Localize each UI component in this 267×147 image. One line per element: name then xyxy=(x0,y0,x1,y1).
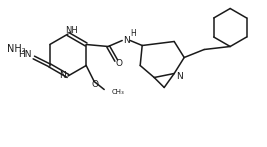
Text: HN: HN xyxy=(18,50,32,59)
Text: O: O xyxy=(116,59,123,68)
Text: NH: NH xyxy=(66,25,78,35)
Text: CH₃: CH₃ xyxy=(111,88,124,95)
Text: N: N xyxy=(176,72,183,81)
Text: N: N xyxy=(60,71,66,80)
Text: H: H xyxy=(130,29,136,38)
Text: NH₂: NH₂ xyxy=(6,44,25,54)
Text: N: N xyxy=(123,36,129,45)
Text: O: O xyxy=(92,80,99,89)
